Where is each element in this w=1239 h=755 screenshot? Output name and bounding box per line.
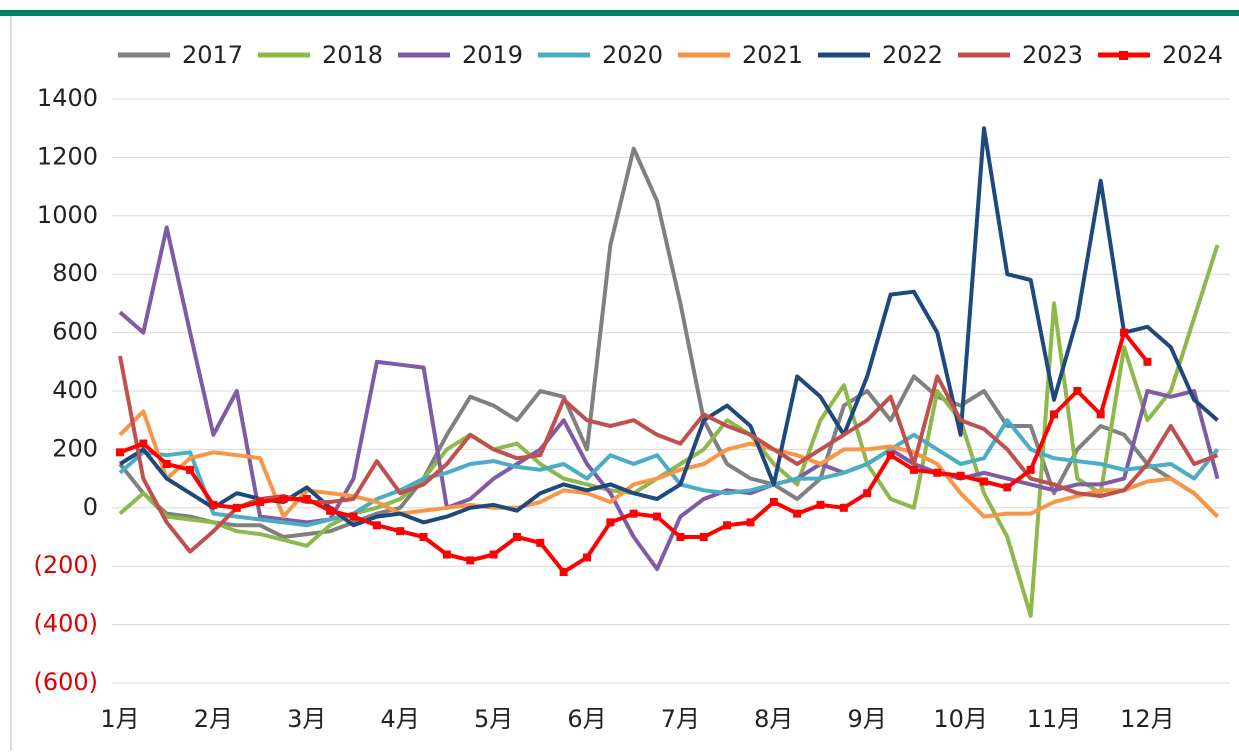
point-marker (769, 497, 778, 506)
x-tick-label: 3月 (287, 705, 326, 733)
point-marker (186, 465, 195, 474)
point-marker (1050, 410, 1058, 419)
point-marker (1120, 328, 1129, 337)
legend-label: 2017 (182, 41, 243, 69)
series-line (118, 146, 1219, 539)
point-marker (512, 533, 521, 541)
x-tick-label: 7月 (661, 705, 700, 733)
x-tick-label: 1月 (100, 705, 139, 733)
point-marker (723, 521, 732, 530)
series-line (118, 225, 1220, 572)
point-marker (839, 503, 848, 512)
point-marker (1143, 357, 1152, 366)
y-tick-label: 600 (52, 318, 98, 346)
x-tick-label: 2月 (194, 705, 233, 733)
x-tick-label: 10月 (933, 705, 988, 733)
point-marker (606, 518, 615, 527)
point-marker (232, 503, 241, 512)
point-marker (583, 553, 591, 562)
point-marker (536, 538, 545, 547)
point-marker (209, 500, 218, 509)
point-marker (933, 468, 942, 477)
legend-label: 2022 (882, 41, 943, 69)
point-marker (1096, 410, 1105, 419)
point-marker (302, 495, 311, 504)
y-tick-label: (200) (33, 551, 98, 579)
y-tick-label: 1400 (37, 84, 98, 112)
x-tick-label: 9月 (848, 705, 887, 733)
point-marker (489, 550, 498, 559)
legend-label: 2024 (1162, 41, 1223, 69)
legend-label: 2019 (462, 41, 523, 69)
y-tick-label: 200 (52, 434, 98, 462)
series-line (118, 126, 1219, 528)
point-marker (279, 495, 288, 504)
series-line (118, 409, 1219, 519)
point-marker (676, 533, 685, 541)
x-tick-label: 11月 (1027, 705, 1082, 733)
point-marker (139, 439, 148, 448)
y-tick-label: 400 (52, 376, 98, 404)
point-marker (442, 550, 451, 559)
point-marker (979, 477, 988, 486)
point-marker (372, 521, 381, 530)
point-marker (256, 497, 265, 506)
point-marker (1003, 483, 1012, 492)
y-tick-label: 1000 (37, 201, 98, 229)
y-tick-label: (600) (33, 668, 98, 696)
legend-label: 2018 (322, 41, 383, 69)
point-marker (326, 506, 335, 515)
legend-label: 2021 (742, 41, 803, 69)
legend-marker (1119, 51, 1128, 60)
point-marker (956, 471, 965, 480)
point-marker (653, 512, 662, 521)
x-tick-label: 12月 (1120, 705, 1175, 733)
point-marker (793, 509, 802, 518)
point-marker (863, 489, 872, 498)
point-marker (699, 533, 708, 541)
y-tick-label: 800 (52, 259, 98, 287)
y-tick-label: (400) (33, 610, 98, 638)
point-marker (1026, 465, 1035, 474)
legend-label: 2020 (602, 41, 663, 69)
point-marker (396, 527, 405, 536)
point-marker (559, 568, 568, 577)
point-marker (1073, 387, 1082, 395)
series-line (118, 244, 1220, 618)
point-marker (349, 512, 358, 521)
y-tick-label: 1200 (37, 142, 98, 170)
series-line (118, 418, 1220, 528)
x-tick-label: 6月 (567, 705, 606, 733)
legend-label: 2023 (1022, 41, 1083, 69)
point-marker (466, 556, 475, 565)
point-marker (162, 460, 171, 468)
point-marker (816, 500, 825, 509)
x-tick-label: 5月 (474, 705, 513, 733)
point-marker (886, 451, 895, 460)
point-marker (909, 465, 918, 474)
point-marker (746, 518, 755, 527)
y-tick-label: 0 (83, 493, 98, 521)
x-tick-label: 8月 (754, 705, 793, 733)
x-tick-label: 4月 (381, 705, 420, 733)
point-marker (629, 509, 638, 518)
header-bar (0, 10, 1239, 16)
point-marker (116, 448, 124, 457)
point-marker (419, 533, 428, 541)
